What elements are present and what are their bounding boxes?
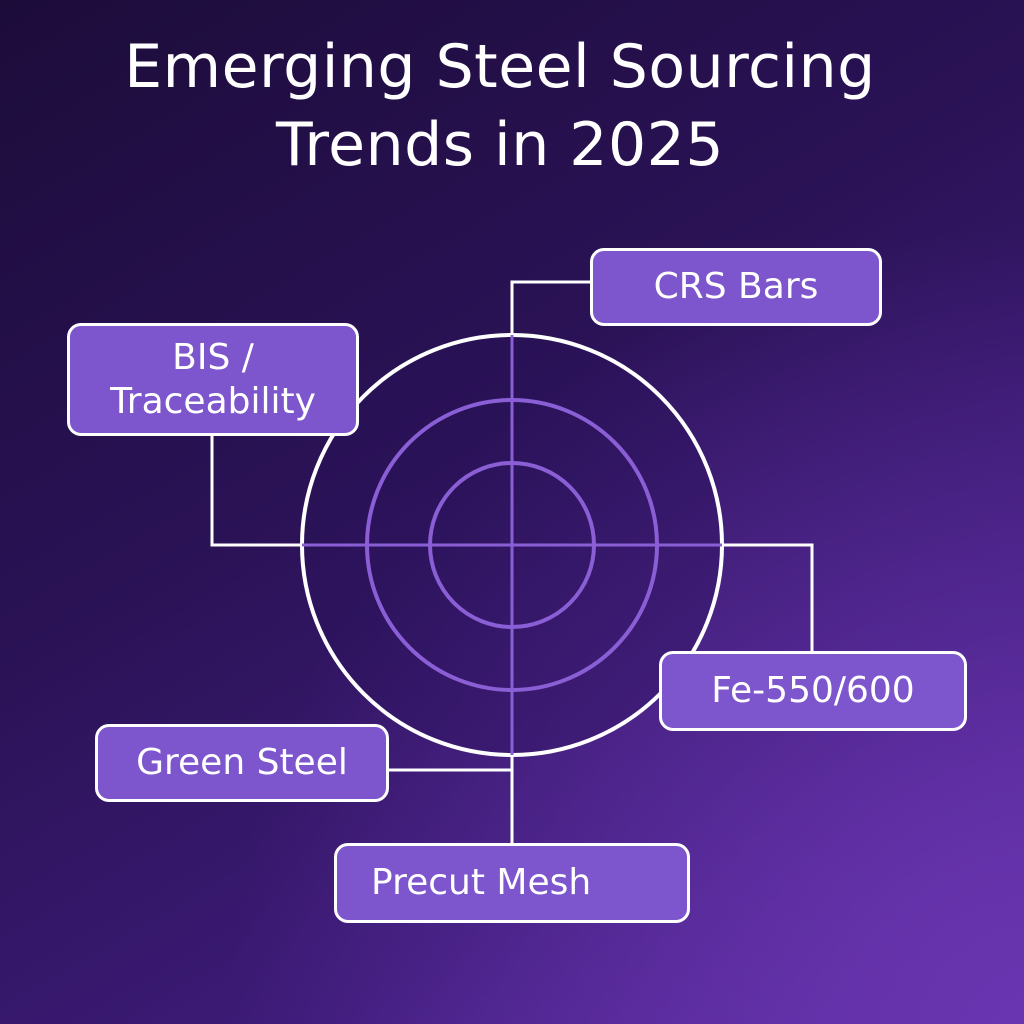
label-green-steel-text: Green Steel bbox=[136, 742, 348, 783]
page-title: Emerging Steel Sourcing Trends in 2025 bbox=[0, 28, 1000, 184]
label-bis-line-1: BIS / bbox=[172, 336, 254, 378]
connector-fe bbox=[720, 543, 814, 651]
label-fe-text: Fe-550/600 bbox=[711, 670, 915, 711]
label-bis-traceability: BIS / Traceability bbox=[67, 323, 359, 436]
label-crs-bars: CRS Bars bbox=[590, 248, 882, 326]
label-precut-mesh: Precut Mesh bbox=[334, 843, 690, 923]
connector-bis bbox=[210, 436, 302, 547]
connector-crs bbox=[510, 280, 590, 335]
label-precut-mesh-text: Precut Mesh bbox=[371, 862, 592, 903]
title-line-1: Emerging Steel Sourcing bbox=[124, 32, 876, 102]
label-bis-line-2: Traceability bbox=[110, 380, 316, 422]
label-green-steel: Green Steel bbox=[95, 724, 389, 802]
title-line-2: Trends in 2025 bbox=[275, 110, 724, 180]
label-fe-550-600: Fe-550/600 bbox=[659, 651, 967, 731]
label-crs-bars-text: CRS Bars bbox=[653, 266, 819, 307]
